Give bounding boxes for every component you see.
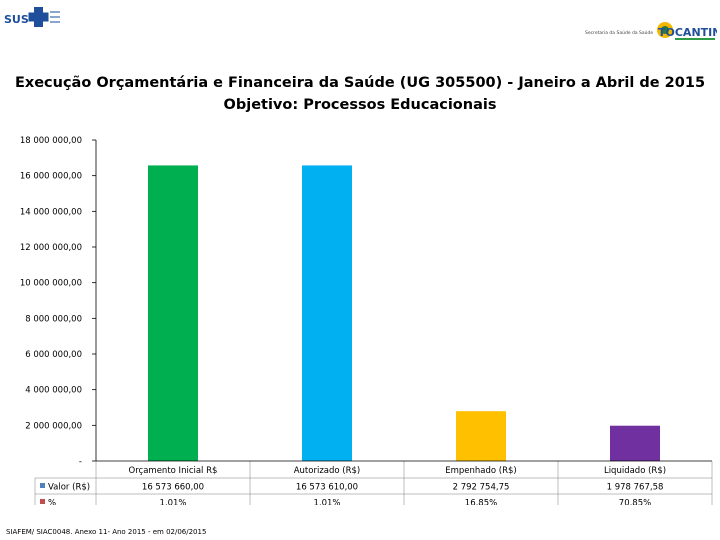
secretaria-text: Secretaria da Saúde da Saúde — [585, 29, 653, 36]
table-cell: 16 573 660,00 — [142, 483, 204, 493]
category-label: Empenhado (R$) — [445, 466, 517, 476]
bars — [148, 165, 660, 461]
sus-logo-text: SUS — [4, 13, 29, 26]
table-cell: 16,85% — [465, 499, 497, 506]
category-label: Liquidado (R$) — [604, 466, 666, 476]
bar — [610, 425, 660, 461]
bar-chart: - 2 000 000,00 4 000 000,00 6 000 000,00 8 0… — [20, 136, 713, 506]
y-tick-label: 10 000 000,00 — [20, 279, 82, 289]
table-cell: 1,01% — [159, 499, 186, 506]
table-cell: 16 573 610,00 — [296, 483, 358, 493]
data-table: Orçamento Inicial R$ Autorizado (R$) Empen… — [34, 460, 713, 506]
legend-marker — [40, 499, 45, 504]
title-line-1: Execução Orçamentária e Financeira da Sa… — [14, 75, 706, 91]
y-axis: - 2 000 000,00 4 000 000,00 6 000 000,00 8 0… — [20, 136, 97, 467]
table-row-label: Valor (R$) — [48, 483, 90, 493]
y-tick-label: - — [79, 457, 82, 467]
tocantins-logo: Secretaria da Saúde da Saúde TOCANTINS — [585, 22, 717, 40]
y-tick-label: 8 000 000,00 — [25, 314, 82, 324]
y-tick-label: 6 000 000,00 — [25, 350, 82, 360]
sus-logo: SUS — [4, 7, 60, 27]
y-tick-label: 2 000 000,00 — [25, 421, 82, 431]
category-label: Orçamento Inicial R$ — [129, 466, 218, 476]
y-tick-label: 12 000 000,00 — [20, 243, 82, 253]
bar — [302, 165, 352, 461]
category-label: Autorizado (R$) — [294, 466, 361, 476]
y-tick-label: 18 000 000,00 — [20, 136, 82, 146]
table-cell: 70,85% — [619, 499, 651, 506]
y-tick-label: 14 000 000,00 — [20, 207, 82, 217]
table-cell: 1,01% — [313, 499, 340, 506]
legend-marker — [40, 483, 45, 488]
table-row-label: % — [48, 499, 56, 506]
table-cell: 2 792 754,75 — [453, 483, 510, 493]
bar — [456, 411, 506, 461]
source-note: SIAFEM/ SIAC0048. Anexo 11- Ano 2015 - e… — [6, 528, 207, 536]
title-line-2: Objetivo: Processos Educacionais — [223, 97, 497, 113]
y-tick-label: 16 000 000,00 — [20, 172, 82, 182]
table-cell: 1 978 767,58 — [607, 483, 664, 493]
chart-title: Execução Orçamentária e Financeira da Sa… — [0, 72, 720, 116]
y-tick-label: 4 000 000,00 — [25, 386, 82, 396]
bar — [148, 165, 198, 461]
tocantins-text: TOCANTINS — [658, 26, 717, 39]
